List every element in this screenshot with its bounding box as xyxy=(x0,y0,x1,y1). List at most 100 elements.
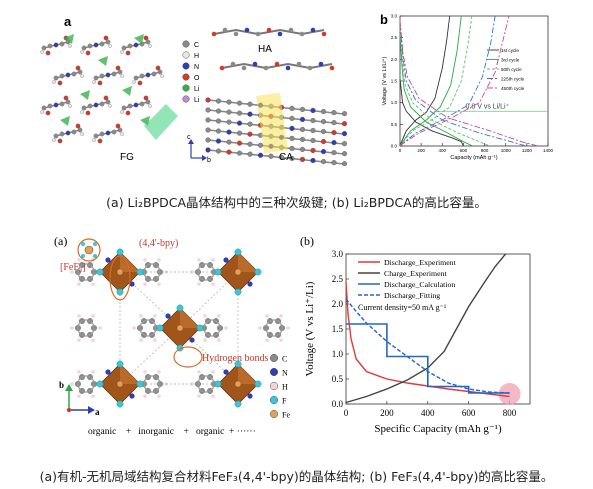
fig2-chart-plot: 0 200 400 600 800 0.0 0.5 1.0 1.5 2.0 2.5 3.0 Specif… xyxy=(304,249,531,435)
ca-atom xyxy=(289,135,295,141)
atom xyxy=(99,73,105,79)
atom xyxy=(41,45,47,51)
atom xyxy=(155,65,161,71)
li-polyhedron xyxy=(98,56,108,66)
hydrogen-atom xyxy=(70,382,74,386)
atom xyxy=(87,43,93,49)
hydrogen-atom xyxy=(143,394,147,398)
y-axis-label: Voltage (V vs Li⁺/Li) xyxy=(304,281,316,376)
ca-atom xyxy=(215,108,222,114)
composition-text: organic + inorganic + organic + ······ xyxy=(88,427,256,437)
highlight-marker xyxy=(498,383,521,405)
atom xyxy=(53,75,59,81)
legend-label-h: H xyxy=(282,383,288,392)
atom xyxy=(80,132,84,136)
ca-atom xyxy=(226,99,232,105)
atom xyxy=(68,104,72,108)
ca-atom xyxy=(205,137,211,143)
li-polyhedron xyxy=(122,86,132,96)
atom xyxy=(120,50,124,54)
atom xyxy=(81,45,87,51)
hydrogen-atom xyxy=(77,370,81,374)
axis-label-b-fig2: b xyxy=(59,380,64,390)
ha-atom xyxy=(288,27,294,33)
ca-atom xyxy=(310,157,316,164)
fluorine-atom xyxy=(254,380,262,388)
ha-atom xyxy=(299,31,305,37)
fig1-panel-a-label: a xyxy=(64,14,72,29)
legend-label-n: N xyxy=(282,369,288,378)
ca-atom xyxy=(247,111,253,117)
ca-atom xyxy=(215,138,222,144)
ca-atom xyxy=(320,159,327,165)
legend-entry-4: 450th cycle xyxy=(501,86,525,91)
atom xyxy=(160,74,164,78)
atom xyxy=(65,99,71,105)
fig1-chart-plot: 0 200 400 600 800 1000 1200 1400 0.0 0.5 1.0 1.5 2.0… xyxy=(381,14,554,161)
series-3 xyxy=(345,298,510,394)
fg-highlight xyxy=(144,104,178,140)
atom xyxy=(47,43,53,49)
y-tick-label: 2.5 xyxy=(332,274,344,284)
legend-swatch-h xyxy=(269,381,279,391)
ca-atom xyxy=(257,152,264,158)
ca-atom xyxy=(289,115,295,121)
atom xyxy=(53,133,59,139)
x-tick-label: 1000 xyxy=(501,148,512,153)
atom xyxy=(137,80,143,86)
hydrogen-atom xyxy=(211,282,215,286)
atom xyxy=(71,129,77,135)
ca-atom xyxy=(299,136,306,143)
series-charge-1 xyxy=(399,15,462,146)
legend-label-li: Li xyxy=(194,86,200,93)
legend-label-c: C xyxy=(194,42,199,49)
series-charge-0 xyxy=(399,15,451,146)
atom xyxy=(99,131,105,137)
atom xyxy=(53,42,59,48)
atom xyxy=(115,65,121,71)
crystal-axis-indicator: c b xyxy=(187,134,211,164)
fef3-octahedron-face xyxy=(238,364,258,384)
ca-atom xyxy=(299,146,306,153)
nitrogen-atom xyxy=(165,313,171,319)
hydrogen-atom xyxy=(77,338,81,342)
legend-entry-0: Discharge_Experiment xyxy=(384,258,457,267)
ha-atom xyxy=(230,61,236,67)
legend-swatch-c xyxy=(182,40,190,48)
series-discharge-3 xyxy=(399,24,525,147)
nitrogen-atom xyxy=(247,393,253,399)
y-tick-label: 3.0 xyxy=(391,14,398,19)
ca-atom xyxy=(236,120,243,126)
atom xyxy=(63,95,69,101)
ca-atom xyxy=(341,131,348,137)
ca-atom xyxy=(226,139,232,145)
ha-atom xyxy=(211,31,217,37)
li-polyhedron xyxy=(80,90,90,100)
hydrogen-atom xyxy=(157,258,161,262)
fig1-panel-b-label: b xyxy=(380,12,388,27)
legend-label-fe: Fe xyxy=(282,411,290,420)
iron-atom xyxy=(116,268,124,276)
ha-atom xyxy=(263,65,269,71)
fluorine-atom xyxy=(116,248,124,256)
ha-molecule-chains xyxy=(211,27,335,71)
legend-entry-2: 50th cycle xyxy=(501,67,522,72)
y-tick-label: 1.5 xyxy=(332,324,344,334)
ca-atom xyxy=(310,137,316,144)
ca-atom xyxy=(226,109,232,115)
atom xyxy=(52,80,56,84)
ca-atom xyxy=(215,118,222,124)
legend-swatch-f xyxy=(269,395,279,405)
ha-atom xyxy=(222,27,228,33)
y-tick-label: 0.0 xyxy=(391,144,398,149)
atom xyxy=(75,65,81,71)
series-0 xyxy=(345,281,510,398)
legend-swatch-n xyxy=(182,62,190,70)
ca-atom xyxy=(247,131,253,137)
y-tick-label: 2.0 xyxy=(332,299,344,309)
legend-swatch-o xyxy=(182,73,190,81)
atom xyxy=(45,110,51,116)
iron-atom xyxy=(234,380,242,388)
